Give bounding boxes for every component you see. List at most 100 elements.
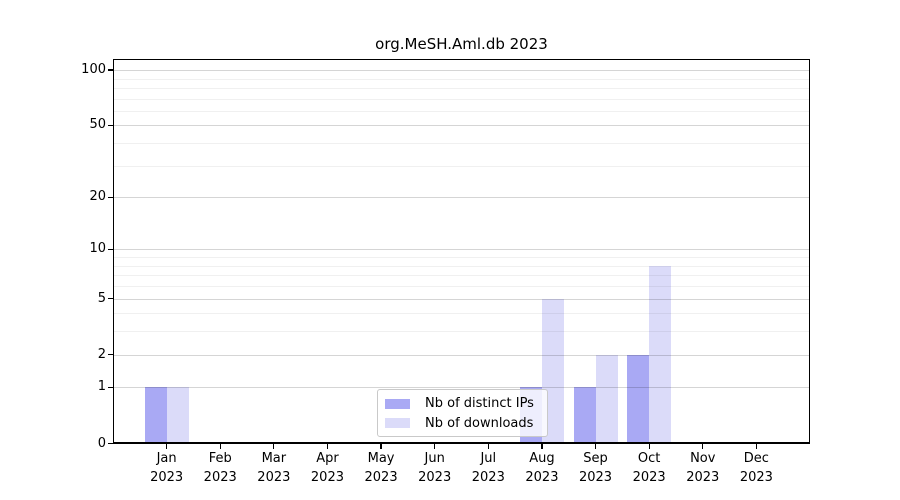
minor-gridline-40	[113, 143, 810, 145]
y-tick-50	[107, 124, 113, 127]
minor-gridline-6	[113, 286, 810, 288]
x-tick-dec	[755, 443, 758, 449]
y-tick-label-10: 10	[89, 241, 106, 257]
minor-gridline-7	[113, 275, 810, 277]
y-tick-label-1: 1	[97, 379, 106, 395]
x-tick-label-apr: Apr 2023	[295, 450, 359, 487]
major-gridline-50	[113, 125, 810, 127]
minor-gridline-4	[113, 313, 810, 315]
y-tick-label-0: 0	[97, 435, 106, 451]
y-tick-label-2: 2	[97, 346, 106, 362]
x-tick-feb	[219, 443, 221, 449]
x-tick-nov	[702, 443, 704, 449]
major-gridline-20	[113, 197, 810, 199]
x-tick-label-year: 2023	[310, 469, 344, 485]
bar-distinct-ips-sep	[573, 387, 596, 444]
x-tick-label-year: 2023	[578, 469, 613, 485]
x-tick-label-mar: Mar 2023	[242, 450, 306, 487]
x-tick-mar	[273, 443, 275, 449]
x-tick-label-year: 2023	[471, 469, 505, 485]
legend-item-distinct-ips: Nb of distinct IPs	[378, 394, 547, 414]
x-tick-label-jun: Jun 2023	[403, 450, 467, 487]
x-tick-oct	[648, 443, 650, 449]
x-tick-may	[380, 443, 382, 449]
x-tick-label-year: 2023	[686, 469, 720, 485]
plot-area	[113, 59, 810, 444]
bar-downloads-sep	[595, 354, 618, 444]
x-tick-label-month: Oct	[637, 451, 661, 466]
right-spine	[808, 59, 810, 444]
major-gridline-10	[113, 249, 810, 251]
y-tick-1	[107, 386, 113, 389]
x-tick-label-year: 2023	[632, 469, 666, 485]
x-tick-label-year: 2023	[203, 469, 237, 485]
bar-distinct-ips-jan	[144, 387, 167, 444]
left-spine	[113, 59, 115, 444]
x-tick-label-month: Nov	[690, 451, 716, 466]
bar-downloads-jan	[166, 387, 189, 444]
y-tick-label-50: 50	[89, 117, 106, 133]
x-tick-label-month: Jul	[480, 451, 497, 466]
y-tick-0	[107, 442, 113, 445]
x-tick-label-month: Jan	[156, 451, 177, 466]
y-tick-10	[107, 248, 113, 251]
x-tick-label-year: 2023	[418, 469, 452, 485]
minor-gridline-30	[113, 165, 810, 167]
legend: Nb of distinct IPs Nb of downloads	[377, 389, 548, 437]
y-tick-20	[107, 196, 113, 198]
x-tick-label-feb: Feb 2023	[188, 450, 252, 487]
x-tick-apr	[326, 443, 329, 449]
minor-gridline-80	[113, 87, 810, 89]
x-tick-label-may: May 2023	[349, 450, 413, 487]
x-tick-label-year: 2023	[739, 469, 773, 485]
x-tick-jul	[487, 443, 489, 449]
y-tick-100	[107, 69, 113, 71]
x-tick-label-month: Sep	[583, 451, 608, 466]
x-tick-label-dec: Dec 2023	[724, 450, 788, 487]
y-tick-2	[107, 353, 113, 356]
bar-downloads-oct	[649, 265, 672, 444]
legend-item-downloads: Nb of downloads	[378, 414, 547, 434]
minor-gridline-70	[113, 98, 810, 100]
chart-title: org.MeSH.Aml.db 2023	[375, 35, 548, 53]
x-tick-label-month: Mar	[261, 451, 287, 466]
x-tick-sep	[594, 443, 597, 449]
y-tick-label-100: 100	[81, 62, 106, 78]
legend-swatch-distinct-ips	[385, 398, 410, 409]
x-tick-jun	[434, 443, 436, 449]
x-tick-label-oct: Oct 2023	[617, 450, 681, 487]
x-tick-label-month: Aug	[529, 451, 555, 466]
minor-gridline-8	[113, 265, 810, 267]
x-tick-label-month: Feb	[208, 451, 232, 466]
x-tick-label-month: Dec	[743, 451, 769, 466]
minor-gridline-90	[113, 78, 810, 80]
x-tick-label-year: 2023	[364, 469, 398, 485]
x-tick-label-month: Apr	[316, 451, 339, 466]
major-gridline-2	[113, 354, 810, 356]
x-tick-jan	[165, 443, 168, 449]
x-tick-label-nov: Nov 2023	[671, 450, 735, 487]
y-tick-label-5: 5	[97, 290, 106, 306]
major-gridline-5	[113, 298, 810, 300]
x-tick-aug	[541, 443, 543, 449]
x-tick-label-month: May	[367, 451, 395, 466]
x-tick-label-month: Jun	[424, 451, 445, 466]
x-tick-label-jul: Jul 2023	[456, 450, 520, 487]
top-spine	[113, 59, 810, 61]
x-tick-label-year: 2023	[150, 469, 184, 485]
major-gridline-1	[113, 387, 810, 389]
x-tick-label-aug: Aug 2023	[510, 450, 574, 487]
x-tick-label-sep: Sep 2023	[564, 450, 628, 487]
bottom-spine	[113, 442, 810, 444]
minor-gridline-3	[113, 331, 810, 333]
minor-gridline-9	[113, 257, 810, 259]
major-gridline-100	[113, 70, 810, 72]
legend-swatch-downloads	[385, 418, 410, 429]
y-tick-5	[107, 297, 113, 300]
x-tick-label-jan: Jan 2023	[135, 450, 199, 487]
x-tick-label-year: 2023	[525, 469, 559, 485]
bar-distinct-ips-oct	[627, 354, 650, 444]
x-tick-label-year: 2023	[257, 469, 291, 485]
legend-label-downloads: Nb of downloads	[425, 415, 534, 431]
